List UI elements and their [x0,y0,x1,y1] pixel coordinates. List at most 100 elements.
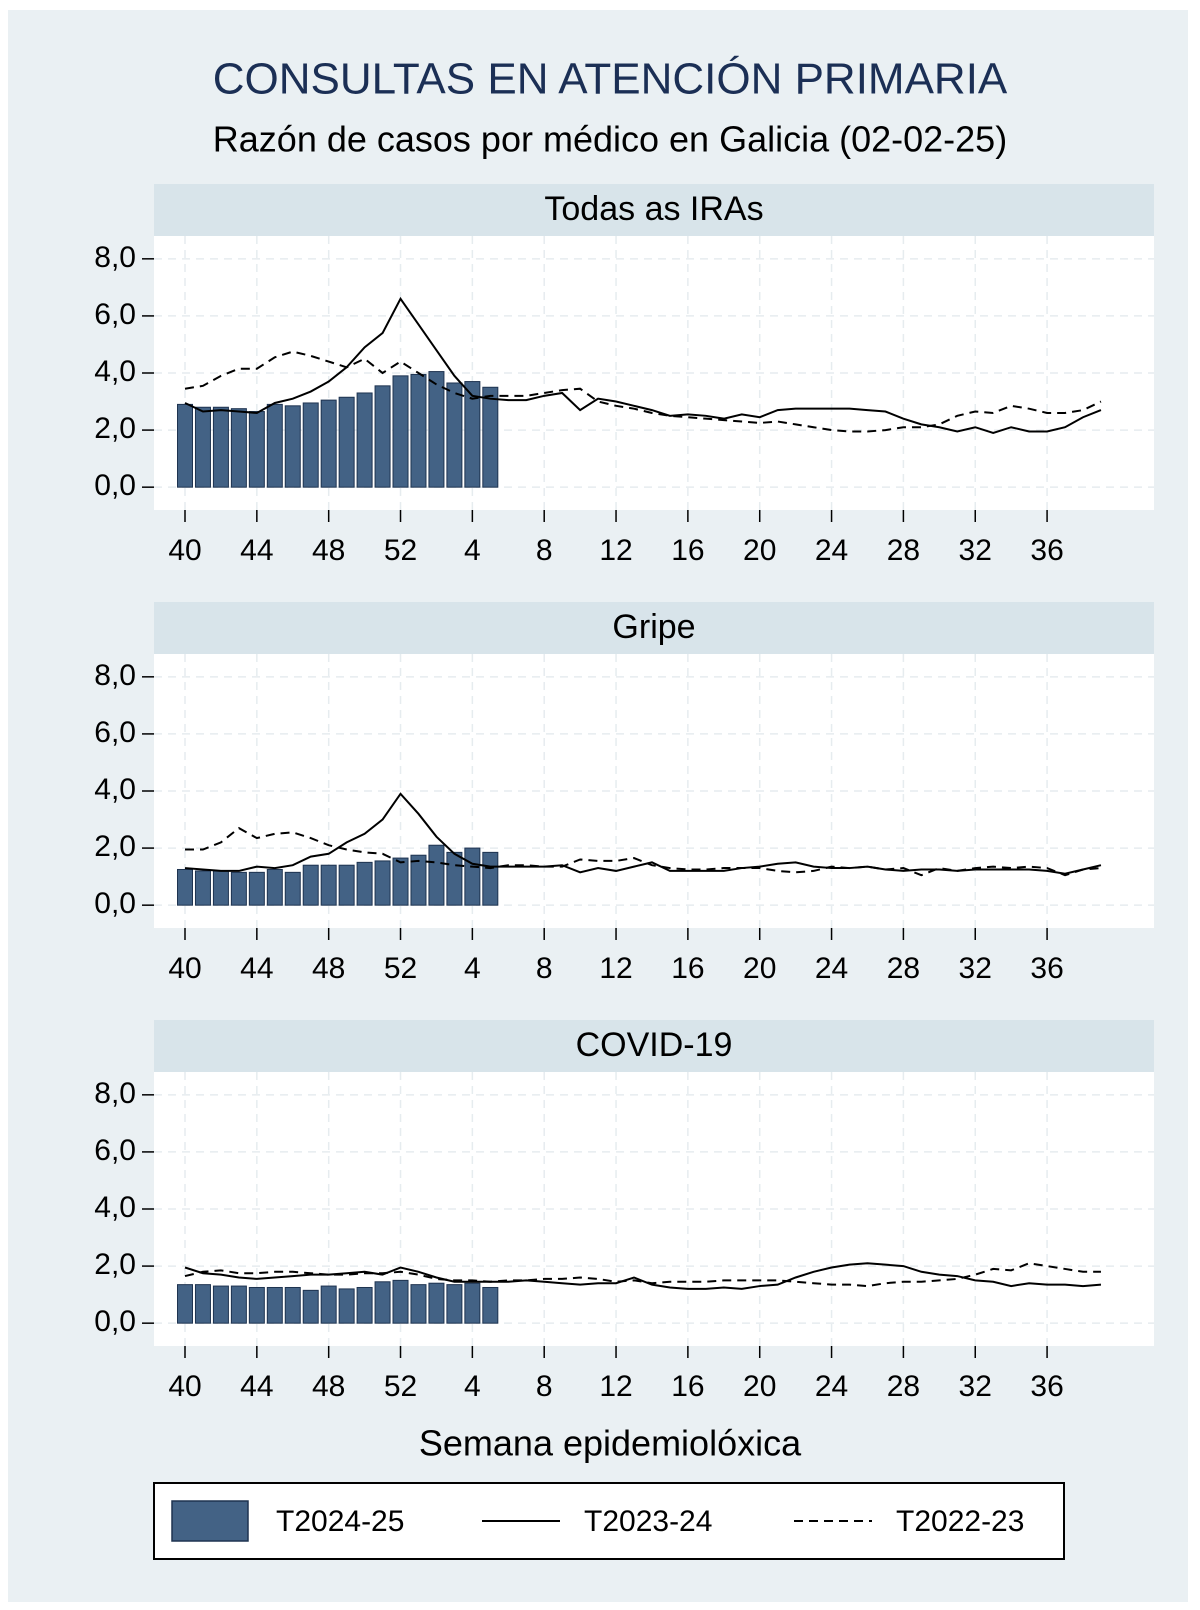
bar [374,1281,391,1324]
legend-label: T2024-25 [276,1505,404,1538]
chart-subtitle: Razón de casos por médico en Galicia (02… [213,119,1007,160]
x-tick-label: 12 [599,1370,632,1403]
legend-swatch [171,1500,249,1542]
bar [338,1288,355,1324]
bar [356,1286,373,1324]
x-tick-label: 52 [384,952,417,985]
bar [446,382,463,488]
bar [464,381,481,488]
x-tick-label: 24 [815,534,848,567]
bar [464,1282,481,1324]
legend [153,1482,1065,1560]
panel-strip [154,1020,1154,1072]
y-tick-label: 0,0 [94,469,136,502]
bar [428,371,445,488]
bar [446,1284,463,1324]
x-tick-label: 36 [1030,1370,1063,1403]
bar [302,1289,319,1324]
bar [212,406,229,488]
x-tick-label: 36 [1030,534,1063,567]
bar [446,851,463,906]
bar [482,386,499,488]
x-tick-label: 48 [312,952,345,985]
x-tick-label: 28 [887,1370,920,1403]
y-tick-label: 4,0 [94,773,136,806]
bar [248,871,265,906]
bar [338,864,355,906]
x-tick-label: 44 [240,534,273,567]
bar [194,870,211,906]
y-tick-label: 8,0 [94,1077,136,1110]
bar [320,399,337,488]
line [184,296,1102,434]
y-tick-label: 0,0 [94,1305,136,1338]
x-tick-label: 4 [464,534,481,567]
x-tick-label: 24 [815,1370,848,1403]
bar [266,868,283,906]
bar [392,857,409,906]
x-tick-label: 12 [599,952,632,985]
panel-strip [154,602,1154,654]
bar [194,1284,211,1324]
x-tick-label: 40 [168,1370,201,1403]
x-tick-label: 32 [959,952,992,985]
legend-label: T2023-24 [584,1505,712,1538]
x-tick-label: 52 [384,534,417,567]
bar [194,406,211,488]
bar [230,408,247,488]
x-tick-label: 32 [959,1370,992,1403]
bar [356,392,373,488]
panel-strip [154,184,1154,236]
panel-title: Gripe [612,608,695,646]
x-tick-label: 20 [743,1370,776,1403]
x-tick-label: 44 [240,952,273,985]
x-tick-label: 20 [743,534,776,567]
x-tick-label: 32 [959,534,992,567]
bar [266,1286,283,1324]
line [184,350,1102,433]
x-tick-label: 20 [743,952,776,985]
y-tick-label: 6,0 [94,1134,136,1167]
bar [392,375,409,488]
bar [374,385,391,488]
bar [302,402,319,488]
panel-title: Todas as IRAs [544,190,763,228]
bar [177,868,193,906]
x-axis-label: Semana epidemiolóxica [419,1423,802,1464]
x-tick-label: 36 [1030,952,1063,985]
bar [177,1284,193,1324]
bar [356,861,373,906]
line [185,826,1102,877]
x-tick-label: 8 [536,1370,553,1403]
bar [410,1284,427,1324]
bar [428,1282,445,1324]
x-tick-label: 4 [464,1370,481,1403]
x-tick-label: 40 [168,952,201,985]
bar [482,851,499,906]
bar [212,870,229,906]
panel-title: COVID-19 [576,1026,733,1064]
x-tick-label: 44 [240,1370,273,1403]
bar [338,396,355,488]
bar [410,373,427,488]
bar [302,864,319,906]
line [184,1262,1101,1288]
x-tick-label: 16 [671,952,704,985]
x-tick-label: 48 [312,534,345,567]
x-tick-label: 48 [312,1370,345,1403]
bar [248,411,265,488]
x-tick-label: 8 [536,952,553,985]
y-tick-label: 2,0 [94,412,136,445]
y-tick-label: 4,0 [94,355,136,388]
bar [284,871,301,906]
bar [248,1286,265,1324]
y-tick-label: 6,0 [94,298,136,331]
bar [410,854,427,906]
y-tick-label: 2,0 [94,1248,136,1281]
bar [320,1285,337,1324]
bar [266,403,283,488]
x-tick-label: 12 [599,534,632,567]
y-tick-label: 4,0 [94,1191,136,1224]
